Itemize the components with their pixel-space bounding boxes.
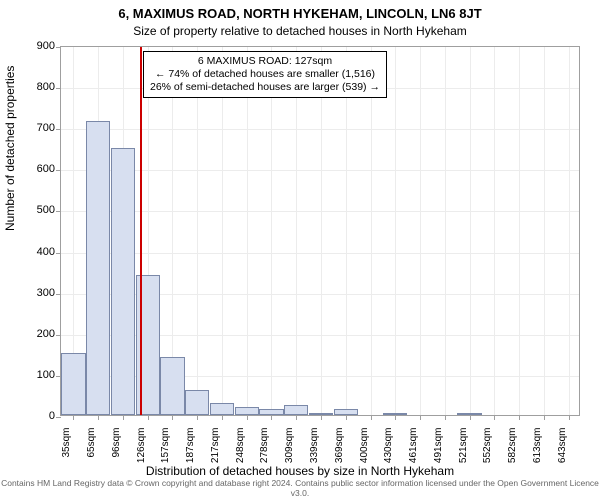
- histogram-chart: 6, MAXIMUS ROAD, NORTH HYKEHAM, LINCOLN,…: [0, 0, 600, 500]
- y-tick-label: 900: [15, 40, 55, 52]
- annotation-callout: 6 MAXIMUS ROAD: 127sqm← 74% of detached …: [143, 51, 387, 98]
- property-marker-line: [140, 47, 142, 415]
- histogram-bar: [111, 148, 135, 415]
- y-tick-label: 0: [15, 410, 55, 422]
- y-tick-label: 700: [15, 122, 55, 134]
- x-axis-label: Distribution of detached houses by size …: [0, 464, 600, 478]
- y-tick-label: 800: [15, 81, 55, 93]
- y-tick-label: 300: [15, 287, 55, 299]
- y-tick-label: 400: [15, 246, 55, 258]
- histogram-bar: [160, 357, 184, 415]
- annotation-line-1: 6 MAXIMUS ROAD: 127sqm: [150, 55, 380, 68]
- histogram-bar: [235, 407, 259, 415]
- plot-area: 6 MAXIMUS ROAD: 127sqm← 74% of detached …: [60, 46, 580, 416]
- annotation-line-2: ← 74% of detached houses are smaller (1,…: [150, 68, 380, 81]
- y-tick-label: 100: [15, 369, 55, 381]
- histogram-bar: [185, 390, 209, 415]
- y-tick-label: 200: [15, 328, 55, 340]
- histogram-bar: [210, 403, 234, 415]
- chart-subtitle: Size of property relative to detached ho…: [0, 24, 600, 38]
- histogram-bar: [86, 121, 110, 415]
- annotation-line-3: 26% of semi-detached houses are larger (…: [150, 81, 380, 94]
- footer-attribution: Contains HM Land Registry data © Crown c…: [0, 479, 600, 498]
- histogram-bar: [284, 405, 308, 415]
- y-tick-label: 600: [15, 163, 55, 175]
- histogram-bar: [61, 353, 85, 415]
- chart-title-address: 6, MAXIMUS ROAD, NORTH HYKEHAM, LINCOLN,…: [0, 6, 600, 21]
- y-tick-label: 500: [15, 204, 55, 216]
